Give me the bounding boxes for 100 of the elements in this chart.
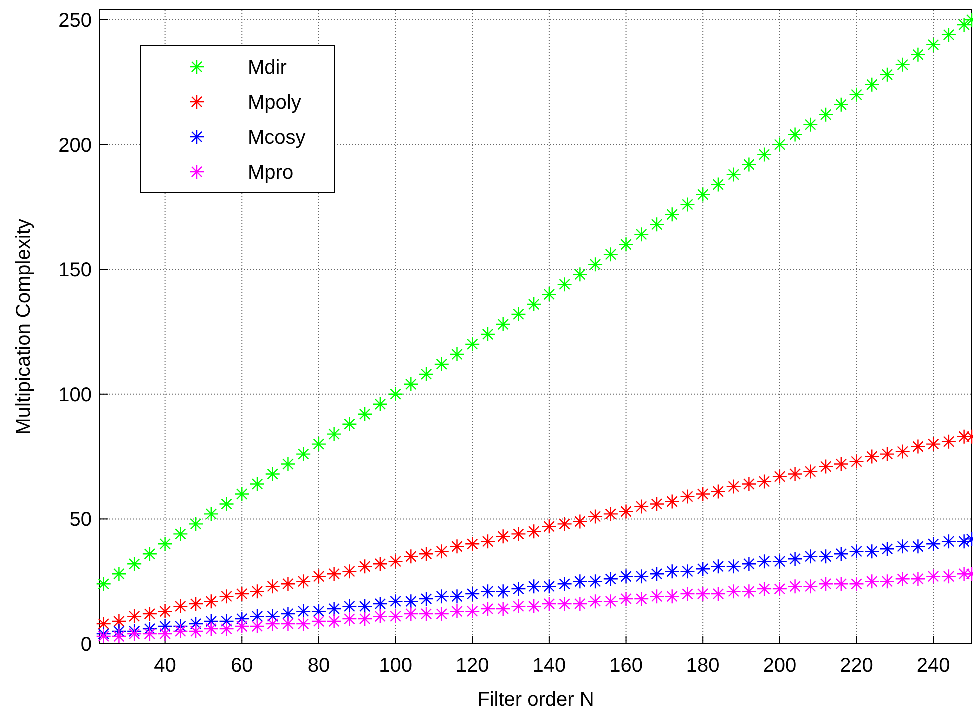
point xyxy=(649,588,665,604)
point xyxy=(696,486,711,502)
point xyxy=(204,614,219,630)
point xyxy=(219,621,234,637)
point xyxy=(434,544,450,560)
point xyxy=(188,624,204,640)
legend-label: Mdir xyxy=(248,57,288,79)
x-tick-label: 140 xyxy=(532,655,566,677)
point xyxy=(404,549,419,564)
point xyxy=(742,556,757,572)
point xyxy=(96,576,112,592)
point xyxy=(634,227,650,242)
point xyxy=(572,596,588,612)
point xyxy=(296,446,312,462)
point xyxy=(404,606,419,622)
x-tick-label: 40 xyxy=(154,655,176,677)
point xyxy=(680,586,696,602)
point xyxy=(96,616,112,632)
x-tick-label: 60 xyxy=(231,655,254,677)
point xyxy=(926,536,942,552)
legend-label: Mcosy xyxy=(248,127,306,149)
point xyxy=(788,578,803,594)
point xyxy=(388,386,404,402)
point xyxy=(450,604,465,620)
point xyxy=(696,586,711,602)
point xyxy=(803,464,818,480)
point xyxy=(941,534,957,550)
point xyxy=(388,554,404,570)
y-tick-label: 0 xyxy=(80,634,92,656)
point xyxy=(280,616,296,632)
point xyxy=(788,552,803,567)
point xyxy=(834,546,849,562)
point xyxy=(772,581,788,597)
point xyxy=(311,569,327,584)
point xyxy=(450,346,465,362)
point xyxy=(173,526,188,542)
point xyxy=(465,586,480,602)
point xyxy=(496,529,511,544)
point xyxy=(557,576,572,592)
point xyxy=(910,47,926,63)
point xyxy=(680,564,696,580)
point xyxy=(434,588,450,604)
point xyxy=(664,588,680,604)
point xyxy=(588,594,604,610)
point xyxy=(496,584,511,600)
point xyxy=(188,596,204,612)
point xyxy=(941,569,957,584)
point xyxy=(311,604,327,620)
point xyxy=(511,526,526,542)
y-tick-label: 50 xyxy=(70,509,92,532)
point xyxy=(756,581,772,597)
point xyxy=(696,187,711,202)
point xyxy=(726,167,742,182)
point xyxy=(265,466,280,482)
point xyxy=(219,496,234,512)
point xyxy=(603,506,619,522)
point xyxy=(618,569,634,584)
point xyxy=(418,366,434,382)
point xyxy=(388,594,404,610)
legend-label: Mpoly xyxy=(248,92,302,114)
point xyxy=(372,396,388,412)
point xyxy=(480,584,496,600)
point xyxy=(188,516,204,532)
point xyxy=(926,37,942,53)
point xyxy=(434,606,450,622)
point xyxy=(941,434,957,450)
point xyxy=(895,539,910,554)
point xyxy=(634,569,650,584)
point xyxy=(742,157,757,172)
point xyxy=(173,624,188,640)
point xyxy=(910,439,926,454)
y-tick-label: 100 xyxy=(58,384,92,406)
point xyxy=(788,127,803,142)
point xyxy=(480,534,496,550)
point xyxy=(864,544,880,560)
point xyxy=(926,436,942,452)
legend-label: Mpro xyxy=(248,162,294,184)
point xyxy=(250,618,266,634)
point xyxy=(450,588,465,604)
point xyxy=(234,618,250,634)
point xyxy=(342,564,358,580)
point xyxy=(742,584,757,600)
point xyxy=(126,556,142,572)
point xyxy=(480,601,496,617)
point xyxy=(542,578,558,594)
point xyxy=(280,456,296,472)
point xyxy=(526,578,542,594)
point xyxy=(726,559,742,574)
point xyxy=(204,594,219,610)
point xyxy=(664,494,680,510)
point xyxy=(219,588,234,604)
point xyxy=(818,576,834,592)
point xyxy=(296,574,312,590)
point xyxy=(803,578,818,594)
point xyxy=(526,296,542,312)
point xyxy=(895,57,910,73)
point xyxy=(895,444,910,460)
point xyxy=(418,546,434,562)
point xyxy=(311,436,327,452)
point xyxy=(496,316,511,332)
